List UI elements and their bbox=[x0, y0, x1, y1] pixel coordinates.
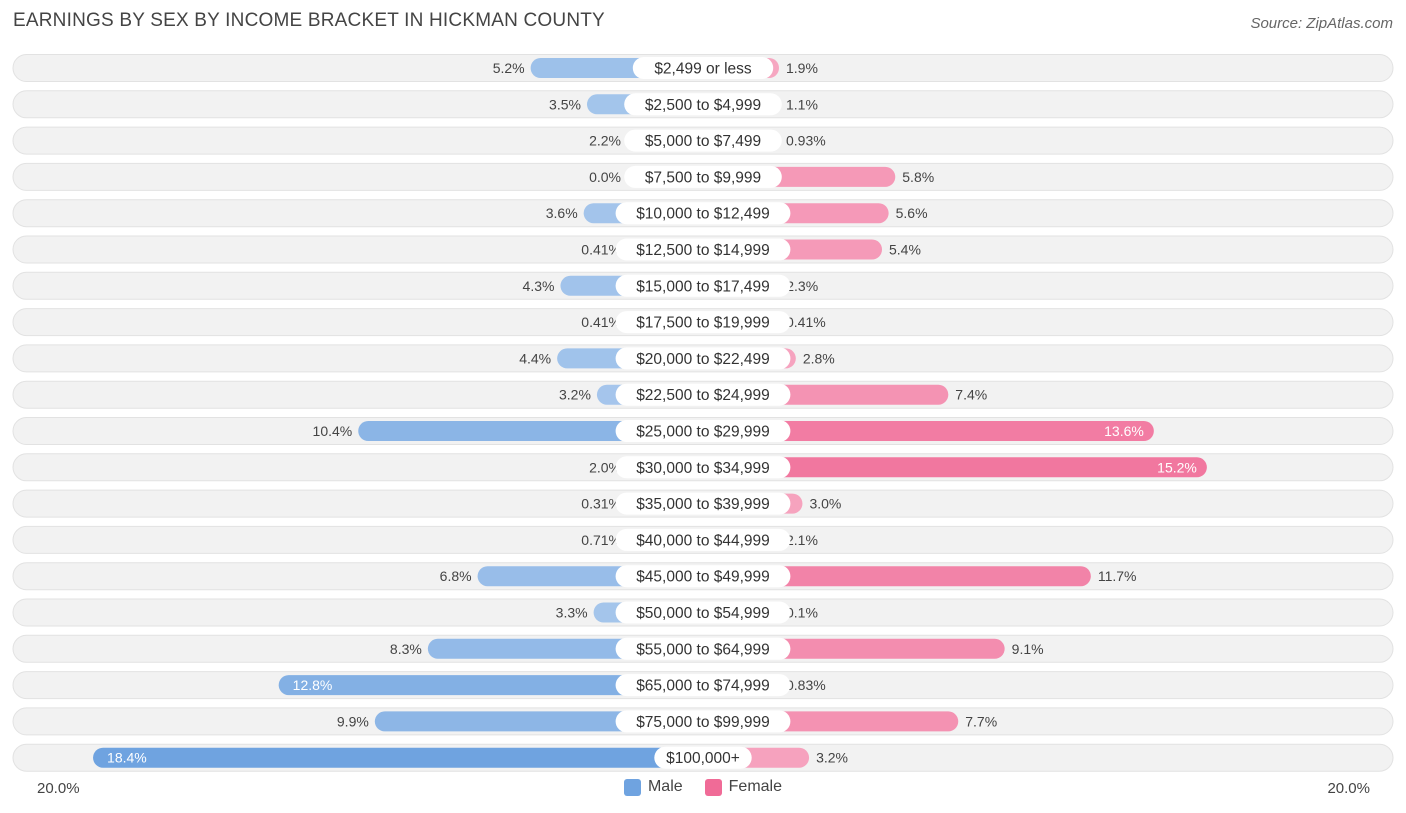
male-value-label: 0.41% bbox=[581, 242, 621, 258]
category-label: $15,000 to $17,499 bbox=[636, 278, 770, 295]
axis-left-label: 20.0% bbox=[37, 780, 80, 797]
male-value-label: 4.4% bbox=[519, 350, 551, 366]
category-label: $35,000 to $39,999 bbox=[636, 496, 770, 513]
category-label-pill bbox=[615, 202, 791, 225]
female-value-label: 2.8% bbox=[803, 350, 835, 366]
male-value-label: 2.0% bbox=[589, 459, 621, 475]
male-value-label: 8.3% bbox=[390, 641, 422, 657]
legend-item-female: Female bbox=[704, 778, 783, 796]
category-label-pill bbox=[624, 165, 782, 188]
female-value-label: 3.0% bbox=[809, 496, 841, 512]
chart-plot: 5.2% 1.9% $2,499 or less 3.5% 1.1% $2,500 to … bbox=[12, 54, 1394, 772]
category-label-pill bbox=[615, 674, 791, 697]
male-value-label: 5.2% bbox=[493, 60, 525, 76]
legend-label-male: Male bbox=[647, 778, 683, 795]
category-label-pill bbox=[632, 57, 774, 79]
female-value-label: 5.4% bbox=[889, 242, 921, 258]
female-value-label: 5.6% bbox=[896, 205, 928, 221]
chart-source: Source: ZipAtlas.com bbox=[1250, 15, 1393, 32]
category-label: $20,000 to $22,499 bbox=[636, 351, 770, 368]
category-label: $40,000 to $44,999 bbox=[636, 532, 770, 549]
category-label: $17,500 to $19,999 bbox=[636, 315, 770, 332]
male-value-label: 18.4% bbox=[107, 750, 147, 766]
male-value-label: 3.2% bbox=[559, 387, 591, 403]
male-value-label: 3.5% bbox=[549, 96, 581, 112]
category-label-pill bbox=[615, 238, 791, 261]
category-label-pill bbox=[624, 129, 782, 152]
male-value-label: 10.4% bbox=[313, 423, 353, 439]
category-label: $22,500 to $24,999 bbox=[636, 387, 770, 404]
category-label-pill bbox=[615, 347, 791, 370]
male-value-label: 12.8% bbox=[293, 677, 333, 693]
legend: Male Female bbox=[0, 778, 1406, 796]
category-label-pill bbox=[615, 492, 791, 515]
female-value-label: 2.3% bbox=[786, 278, 818, 294]
female-value-label: 7.4% bbox=[955, 387, 987, 403]
female-value-label: 9.1% bbox=[1012, 641, 1044, 657]
category-label-pill bbox=[615, 637, 791, 660]
legend-swatch-male bbox=[623, 778, 641, 796]
male-value-label: 0.71% bbox=[581, 532, 621, 548]
category-label: $7,500 to $9,999 bbox=[645, 169, 761, 186]
category-label-pill bbox=[615, 383, 791, 406]
axis-right-label: 20.0% bbox=[1327, 780, 1370, 797]
male-bar bbox=[93, 747, 704, 768]
category-label: $2,500 to $4,999 bbox=[645, 97, 761, 114]
category-label-pill bbox=[615, 420, 791, 442]
category-label-pill bbox=[615, 311, 791, 334]
female-value-label: 13.6% bbox=[1104, 423, 1144, 439]
male-value-label: 2.2% bbox=[589, 133, 621, 149]
male-value-label: 4.3% bbox=[523, 278, 555, 294]
female-value-label: 0.1% bbox=[786, 605, 818, 621]
category-label: $12,500 to $14,999 bbox=[636, 242, 770, 259]
female-value-label: 0.41% bbox=[786, 314, 826, 330]
category-label-pill bbox=[615, 528, 791, 551]
female-bar bbox=[703, 566, 1091, 587]
category-label-pill bbox=[615, 565, 791, 588]
female-value-label: 1.1% bbox=[786, 96, 818, 112]
male-value-label: 6.8% bbox=[440, 568, 472, 584]
chart-title: EARNINGS BY SEX BY INCOME BRACKET IN HIC… bbox=[13, 10, 605, 31]
legend-item-male: Male bbox=[623, 778, 683, 796]
category-label-pill bbox=[615, 274, 791, 297]
male-value-label: 0.31% bbox=[581, 496, 621, 512]
female-value-label: 15.2% bbox=[1157, 459, 1197, 475]
female-value-label: 2.1% bbox=[786, 532, 818, 548]
female-value-label: 11.7% bbox=[1098, 568, 1137, 584]
category-label: $30,000 to $34,999 bbox=[636, 460, 770, 477]
category-label: $45,000 to $49,999 bbox=[636, 569, 770, 586]
legend-label-female: Female bbox=[728, 778, 783, 795]
male-value-label: 3.3% bbox=[556, 605, 588, 621]
male-value-label: 0.41% bbox=[581, 314, 621, 330]
category-label-pill bbox=[615, 601, 791, 624]
category-label: $10,000 to $12,499 bbox=[636, 206, 770, 223]
category-label-pill bbox=[624, 93, 782, 116]
male-value-label: 9.9% bbox=[337, 713, 369, 729]
category-label: $2,499 or less bbox=[654, 61, 752, 78]
category-label: $75,000 to $99,999 bbox=[636, 714, 770, 731]
category-label: $100,000+ bbox=[666, 750, 740, 767]
female-bar bbox=[703, 457, 1207, 478]
category-label: $5,000 to $7,499 bbox=[645, 133, 761, 150]
female-value-label: 3.2% bbox=[816, 750, 848, 766]
category-label: $25,000 to $29,999 bbox=[636, 424, 770, 441]
category-label-pill bbox=[615, 456, 791, 479]
category-label-pill bbox=[654, 746, 752, 769]
female-value-label: 7.7% bbox=[965, 713, 997, 729]
category-label: $50,000 to $54,999 bbox=[636, 605, 770, 622]
female-bar bbox=[703, 421, 1154, 441]
female-value-label: 0.83% bbox=[786, 677, 826, 693]
legend-swatch-female bbox=[704, 778, 722, 796]
category-label: $65,000 to $74,999 bbox=[636, 678, 770, 695]
female-value-label: 0.93% bbox=[786, 133, 826, 149]
male-value-label: 0.0% bbox=[589, 169, 621, 185]
category-label-pill bbox=[615, 710, 791, 733]
male-bar bbox=[278, 675, 703, 696]
category-label: $55,000 to $64,999 bbox=[636, 641, 770, 658]
male-value-label: 3.6% bbox=[546, 205, 578, 221]
female-value-label: 5.8% bbox=[902, 169, 934, 185]
female-value-label: 1.9% bbox=[786, 60, 818, 76]
